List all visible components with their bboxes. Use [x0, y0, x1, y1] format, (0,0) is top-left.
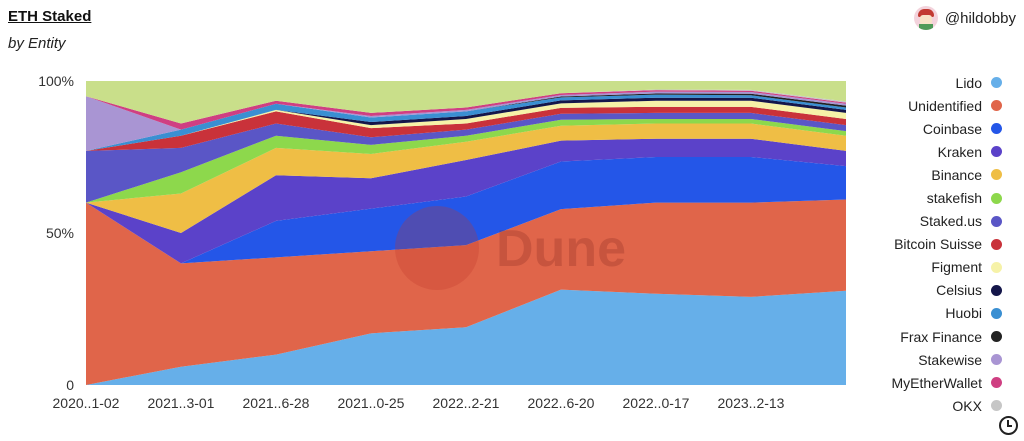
area-huobi[interactable]: [86, 94, 846, 151]
legend-label: stakefish: [926, 190, 982, 207]
x-tick-label: 2022..0-17: [623, 395, 690, 411]
legend-swatch: [991, 261, 1002, 273]
legend-item[interactable]: OKX: [802, 394, 1002, 417]
legend-label: Kraken: [937, 143, 982, 160]
legend-item[interactable]: Coinbase: [802, 117, 1002, 140]
legend-label: Lido: [955, 74, 982, 91]
chart-title[interactable]: ETH Staked: [8, 8, 92, 25]
legend-item[interactable]: Unidentified: [802, 94, 1002, 117]
legend-swatch: [991, 123, 1002, 135]
legend-label: Binance: [931, 166, 982, 183]
area-myetherwallet[interactable]: [86, 90, 846, 130]
x-tick-label: 2022..2-21: [433, 395, 500, 411]
y-tick-label: 100%: [38, 73, 74, 89]
legend-item[interactable]: Binance: [802, 163, 1002, 186]
area-binance[interactable]: [86, 123, 846, 233]
area-bitcoin-suisse[interactable]: [86, 106, 846, 151]
legend-swatch: [991, 77, 1002, 89]
legend-swatch: [991, 215, 1002, 227]
x-tick-label: 2021..3-01: [148, 395, 215, 411]
legend-label: MyEtherWallet: [891, 374, 982, 391]
legend-label: Staked.us: [919, 213, 982, 230]
y-tick-label: 0: [66, 377, 74, 393]
area-staked-us[interactable]: [86, 112, 846, 203]
area-unidentified[interactable]: [86, 199, 846, 385]
area-figment[interactable]: [86, 100, 846, 151]
dune-watermark: Dune: [395, 206, 626, 290]
x-tick-label: 2020..1-02: [53, 395, 120, 411]
chart-legend: Lido Unidentified Coinbase Kraken Binance sta…: [802, 71, 1002, 417]
chart-subtitle: by Entity: [8, 35, 66, 52]
x-tick-label: 2021..6-28: [243, 395, 310, 411]
legend-label: Huobi: [945, 305, 982, 322]
legend-item[interactable]: Celsius: [802, 279, 1002, 302]
area-celsius[interactable]: [86, 97, 846, 151]
legend-swatch: [991, 169, 1002, 181]
legend-item[interactable]: Stakewise: [802, 348, 1002, 371]
legend-label: Unidentified: [908, 97, 982, 114]
legend-swatch: [991, 354, 1002, 366]
legend-item[interactable]: Lido: [802, 71, 1002, 94]
clock-icon[interactable]: [999, 416, 1018, 435]
legend-label: Coinbase: [922, 120, 982, 137]
legend-item[interactable]: Staked.us: [802, 210, 1002, 233]
legend-item[interactable]: Figment: [802, 256, 1002, 279]
legend-label: OKX: [952, 397, 982, 414]
legend-item[interactable]: Frax Finance: [802, 325, 1002, 348]
author-badge[interactable]: @hildobby: [913, 6, 1016, 30]
area-okx[interactable]: [86, 89, 846, 124]
legend-item[interactable]: Huobi: [802, 302, 1002, 325]
area-lido[interactable]: [86, 289, 846, 385]
legend-swatch: [991, 238, 1002, 250]
legend-item[interactable]: Kraken: [802, 140, 1002, 163]
legend-swatch: [991, 192, 1002, 204]
author-name[interactable]: @hildobby: [944, 9, 1016, 27]
legend-swatch: [991, 400, 1002, 412]
legend-swatch: [991, 284, 1002, 296]
y-tick-label: 50%: [46, 225, 74, 241]
legend-swatch: [991, 307, 1002, 319]
legend-item[interactable]: Bitcoin Suisse: [802, 233, 1002, 256]
svg-text:Dune: Dune: [496, 220, 626, 278]
avatar[interactable]: [913, 6, 938, 30]
legend-swatch: [991, 377, 1002, 389]
legend-label: Celsius: [936, 282, 982, 299]
legend-swatch: [991, 331, 1002, 343]
area-kraken[interactable]: [86, 138, 846, 264]
legend-label: Stakewise: [918, 351, 982, 368]
legend-swatch: [991, 146, 1002, 158]
area-other[interactable]: [86, 81, 846, 124]
legend-item[interactable]: stakefish: [802, 186, 1002, 209]
area-stakefish[interactable]: [86, 119, 846, 203]
legend-label: Bitcoin Suisse: [894, 236, 982, 253]
area-coinbase[interactable]: [86, 157, 846, 264]
legend-label: Figment: [931, 259, 982, 276]
legend-label: Frax Finance: [900, 328, 982, 345]
x-tick-label: 2023..2-13: [718, 395, 785, 411]
legend-swatch: [991, 100, 1002, 112]
x-tick-label: 2022..6-20: [528, 395, 595, 411]
x-tick-label: 2021..0-25: [338, 395, 405, 411]
legend-item[interactable]: MyEtherWallet: [802, 371, 1002, 394]
